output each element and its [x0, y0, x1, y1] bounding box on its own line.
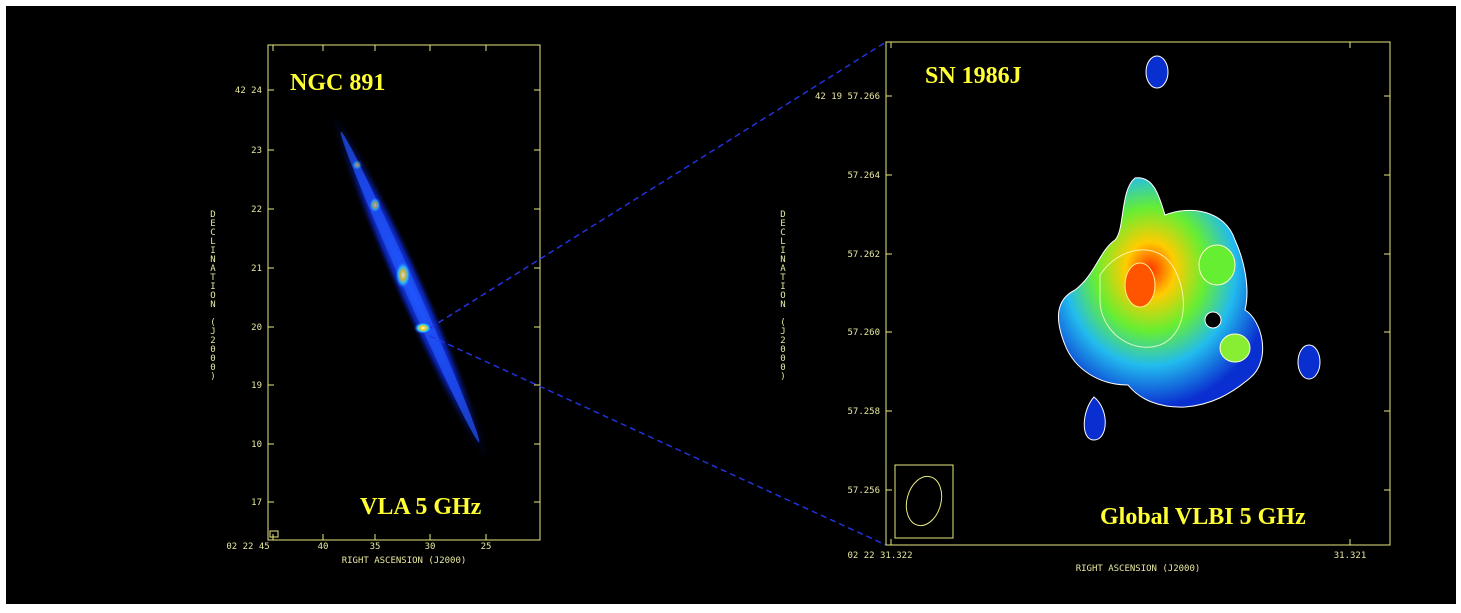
- x-axis-label: RIGHT ASCENSION (J2000): [342, 556, 467, 566]
- panel-frame: [885, 41, 1391, 546]
- connector: [429, 335, 887, 546]
- x-tick-label: 02 22 31.322: [847, 551, 912, 561]
- beam: [905, 475, 943, 527]
- y-tick-label: 42 19 57.266: [815, 92, 880, 102]
- y-tick-label: 42 24: [235, 86, 262, 96]
- x-tick-label: 31.321: [1334, 551, 1367, 561]
- beam: [269, 530, 279, 538]
- y-tick-label: 19: [251, 381, 262, 391]
- radio-map: [327, 104, 493, 470]
- x-tick-label: 25: [481, 542, 492, 552]
- vlbi-map: [1057, 55, 1321, 441]
- y-tick-label: 57.260: [847, 328, 880, 338]
- panel-title: SN 1986J: [925, 63, 1022, 89]
- x-tick-label: 02 22 45: [226, 542, 269, 552]
- panel-frame: [267, 44, 541, 541]
- panel-title: NGC 891: [290, 70, 385, 96]
- x-tick-label: 40: [318, 542, 329, 552]
- y-axis-label: DECLINATION (J2000): [208, 210, 218, 381]
- y-tick-label: 57.262: [847, 250, 880, 260]
- x-tick-label: 35: [370, 542, 381, 552]
- y-tick-label: 17: [251, 498, 262, 508]
- x-tick-label: 30: [425, 542, 436, 552]
- y-tick-label: 10: [251, 440, 262, 450]
- panel-caption: Global VLBI 5 GHz: [1100, 504, 1306, 530]
- y-tick-label: 57.256: [847, 486, 880, 496]
- panel-caption: VLA 5 GHz: [360, 494, 482, 520]
- y-tick-label: 21: [251, 264, 262, 274]
- beam-box: [894, 464, 954, 539]
- y-axis-label: DECLINATION (J2000): [778, 210, 788, 381]
- y-tick-label: 20: [251, 323, 262, 333]
- y-tick-label: 57.264: [847, 171, 880, 181]
- y-tick-label: 23: [251, 146, 262, 156]
- x-axis-label: RIGHT ASCENSION (J2000): [1076, 564, 1201, 574]
- y-tick-label: 22: [251, 205, 262, 215]
- y-tick-label: 57.258: [847, 407, 880, 417]
